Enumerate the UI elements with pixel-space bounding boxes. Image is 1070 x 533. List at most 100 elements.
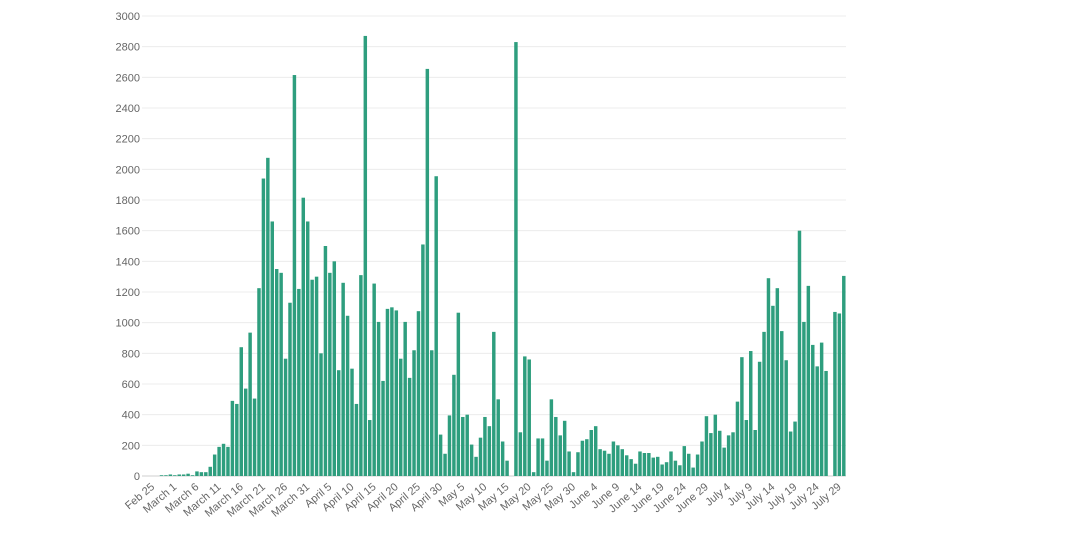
- bar[interactable]: [230, 400, 235, 476]
- bar[interactable]: [310, 279, 314, 476]
- bar[interactable]: [456, 312, 461, 476]
- bar[interactable]: [580, 440, 585, 476]
- bar[interactable]: [208, 466, 212, 476]
- bar[interactable]: [598, 449, 602, 476]
- bar[interactable]: [283, 358, 288, 476]
- bar[interactable]: [651, 457, 656, 476]
- bar[interactable]: [381, 380, 385, 476]
- bar[interactable]: [452, 374, 456, 476]
- bar[interactable]: [363, 35, 368, 477]
- bar[interactable]: [660, 464, 664, 477]
- bar[interactable]: [226, 446, 230, 476]
- bar[interactable]: [682, 446, 687, 476]
- bar[interactable]: [164, 475, 168, 476]
- bar[interactable]: [390, 307, 394, 476]
- bar[interactable]: [195, 471, 199, 476]
- bar[interactable]: [806, 285, 811, 476]
- bar[interactable]: [248, 332, 252, 476]
- bar[interactable]: [740, 357, 744, 476]
- bar[interactable]: [421, 244, 425, 476]
- bar[interactable]: [585, 439, 589, 476]
- bar[interactable]: [483, 416, 487, 476]
- bar[interactable]: [425, 68, 430, 477]
- bar[interactable]: [762, 331, 766, 476]
- bar[interactable]: [443, 453, 447, 476]
- bar[interactable]: [372, 283, 376, 476]
- bar[interactable]: [642, 453, 647, 476]
- bar[interactable]: [633, 463, 638, 476]
- bar[interactable]: [620, 449, 624, 476]
- bar[interactable]: [700, 441, 704, 477]
- bar[interactable]: [478, 437, 483, 476]
- bar[interactable]: [815, 366, 819, 476]
- bar[interactable]: [505, 460, 509, 476]
- bar[interactable]: [465, 414, 469, 476]
- bar[interactable]: [540, 438, 545, 476]
- bar[interactable]: [345, 315, 350, 476]
- bar[interactable]: [518, 432, 523, 476]
- bar[interactable]: [531, 472, 536, 476]
- bar[interactable]: [593, 426, 598, 476]
- bar[interactable]: [270, 221, 274, 476]
- bar[interactable]: [274, 269, 279, 476]
- bar[interactable]: [239, 347, 243, 476]
- bar[interactable]: [780, 331, 784, 476]
- bar[interactable]: [709, 433, 713, 476]
- bar[interactable]: [514, 42, 518, 476]
- bar[interactable]: [616, 445, 620, 476]
- bar[interactable]: [784, 360, 788, 476]
- bar[interactable]: [735, 401, 740, 476]
- bar[interactable]: [664, 462, 669, 476]
- bar[interactable]: [704, 416, 709, 476]
- bar[interactable]: [385, 308, 390, 476]
- bar[interactable]: [718, 430, 722, 476]
- bar[interactable]: [221, 443, 226, 476]
- bar[interactable]: [545, 460, 549, 476]
- bar[interactable]: [469, 444, 474, 476]
- bar[interactable]: [554, 416, 558, 476]
- bar[interactable]: [749, 351, 753, 476]
- bar[interactable]: [629, 459, 633, 476]
- bar[interactable]: [177, 474, 181, 476]
- bar[interactable]: [562, 420, 567, 476]
- bar[interactable]: [771, 305, 775, 476]
- bar[interactable]: [168, 474, 173, 476]
- bar[interactable]: [731, 432, 735, 476]
- bar[interactable]: [235, 403, 239, 476]
- bar[interactable]: [474, 456, 478, 476]
- bar[interactable]: [802, 321, 806, 476]
- bar[interactable]: [793, 421, 797, 476]
- bar[interactable]: [536, 438, 540, 476]
- bar[interactable]: [354, 403, 359, 476]
- bar[interactable]: [686, 453, 691, 476]
- bar[interactable]: [744, 420, 749, 476]
- bar[interactable]: [824, 370, 828, 476]
- bar[interactable]: [181, 474, 186, 476]
- bar[interactable]: [341, 282, 345, 476]
- bar[interactable]: [438, 434, 443, 476]
- bar[interactable]: [669, 451, 673, 476]
- bar[interactable]: [412, 350, 416, 476]
- bar[interactable]: [301, 197, 306, 476]
- bar[interactable]: [359, 275, 363, 476]
- bar[interactable]: [368, 420, 372, 476]
- bar[interactable]: [647, 453, 651, 476]
- bar[interactable]: [757, 361, 762, 476]
- bar[interactable]: [186, 473, 190, 476]
- bar[interactable]: [252, 398, 257, 476]
- bar[interactable]: [589, 430, 593, 476]
- bar[interactable]: [350, 368, 354, 476]
- bar[interactable]: [319, 353, 323, 476]
- bar[interactable]: [297, 288, 301, 476]
- bar[interactable]: [638, 451, 642, 476]
- bar[interactable]: [833, 311, 837, 476]
- bar[interactable]: [332, 261, 337, 476]
- bar[interactable]: [611, 441, 616, 477]
- bar[interactable]: [523, 356, 527, 476]
- bar[interactable]: [624, 455, 629, 476]
- bar[interactable]: [204, 472, 208, 476]
- bar[interactable]: [323, 246, 328, 476]
- bar[interactable]: [403, 321, 407, 476]
- bar[interactable]: [576, 452, 580, 476]
- bar[interactable]: [655, 456, 660, 476]
